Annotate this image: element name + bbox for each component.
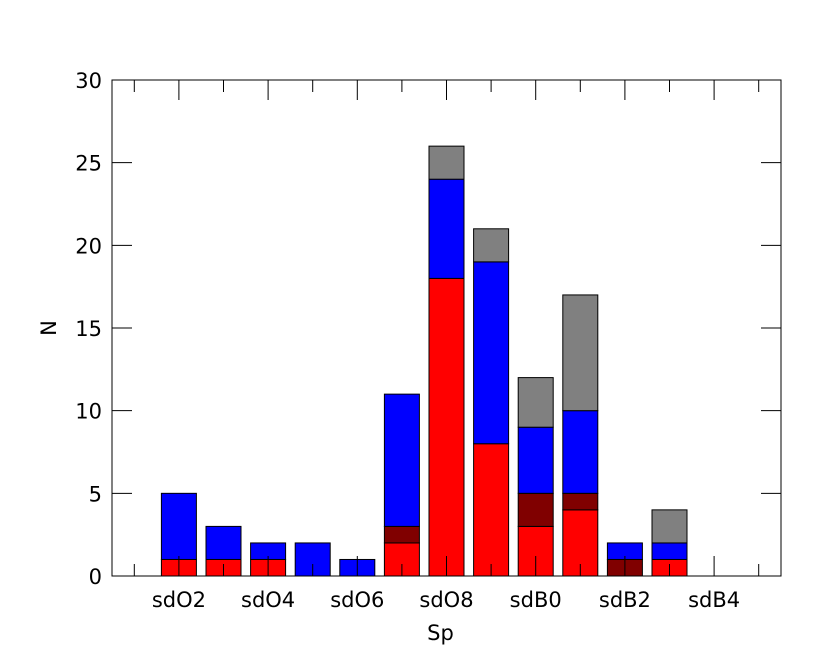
bar-segment-11-s3: [562, 294, 599, 412]
y-tick-label-0: 0: [89, 565, 102, 589]
y-tick-label-30: 30: [75, 69, 102, 93]
bar-segment-3-s2: [205, 525, 242, 560]
x-axis-label: Sp: [427, 621, 454, 645]
bar-segment-7-s1: [383, 525, 420, 544]
bar-segment-7-s2: [383, 393, 420, 527]
y-tick-label-20: 20: [75, 234, 102, 258]
plot-frame: [111, 79, 782, 577]
bar-segment-9-s0: [473, 443, 510, 577]
bar-segment-13-s3: [651, 509, 688, 544]
bar-segment-11-s1: [562, 492, 599, 511]
bar-segment-13-s2: [651, 542, 688, 560]
x-tick-label-sdB0: sdB0: [510, 588, 562, 612]
bar-segment-10-s1: [517, 492, 554, 527]
x-tick-label-sdB2: sdB2: [599, 588, 651, 612]
bar-segment-8-s2: [428, 178, 465, 279]
x-tick-label-sdB4: sdB4: [688, 588, 740, 612]
y-tick-label-5: 5: [89, 482, 102, 506]
bar-segment-8-s0: [428, 277, 465, 577]
bar-segment-2-s2: [160, 492, 197, 560]
ticks-layer: [112, 79, 781, 577]
y-axis-label: N: [37, 320, 61, 336]
bar-segment-10-s2: [517, 426, 554, 494]
bar-segment-10-s3: [517, 377, 554, 428]
bar-segment-11-s2: [562, 410, 599, 494]
x-tick-label-sdO4: sdO4: [241, 588, 295, 612]
y-tick-label-10: 10: [75, 400, 102, 424]
bar-segment-8-s3: [428, 145, 465, 180]
x-tick-label-sdO6: sdO6: [330, 588, 384, 612]
bar-segment-9-s2: [473, 261, 510, 445]
bars-layer: [160, 145, 688, 577]
y-tick-label-25: 25: [75, 152, 102, 176]
y-tick-label-15: 15: [75, 317, 102, 341]
x-tick-label-sdO8: sdO8: [419, 588, 473, 612]
x-tick-label-sdO2: sdO2: [152, 588, 206, 612]
tick-labels-layer: 0 5 10 15 20 25 30 sdO2 sdO4 sdO6 sdO8 sdB0 sdB2 sdB4: [75, 69, 740, 612]
bar-segment-9-s3: [473, 228, 510, 263]
